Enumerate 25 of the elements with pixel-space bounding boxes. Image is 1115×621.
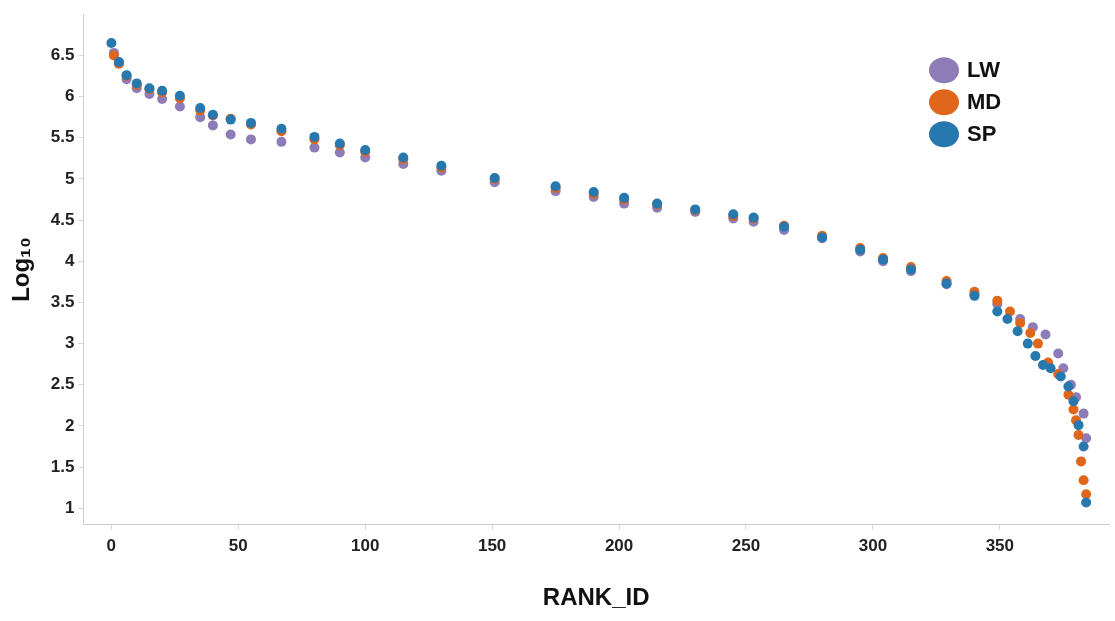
x-tick-label: 300 [858,535,888,555]
legend-label: SP [967,121,997,147]
x-tick-label: 250 [731,535,761,555]
y-tick-label: 5 [64,168,75,188]
y-tick-label: 3.5 [50,292,75,312]
x-tick-label: 200 [604,535,634,555]
y-tick-label: 2.5 [50,374,75,394]
x-tick-label: 350 [985,535,1015,555]
x-tick-label: 0 [106,535,117,555]
y-axis-title: Log₁₀ [7,237,35,302]
y-tick-label: 6.5 [50,45,75,65]
x-tick-label: 100 [351,535,380,555]
x-tick-label: 50 [228,535,248,555]
y-tick-label: 6 [64,86,75,106]
legend-label: MD [967,89,1002,115]
y-tick-label: 4.5 [50,209,75,229]
y-tick-label: 2 [64,415,75,435]
y-tick-label: 1 [64,498,75,518]
x-axis-title: RANK_ID [542,583,650,611]
legend-label: LW [967,57,1001,83]
x-tick-label: 150 [477,535,507,555]
y-tick-label: 3 [64,333,75,353]
y-tick-label: 1.5 [50,456,75,476]
y-tick-label: 4 [64,250,75,270]
y-tick-label: 5.5 [50,127,75,147]
